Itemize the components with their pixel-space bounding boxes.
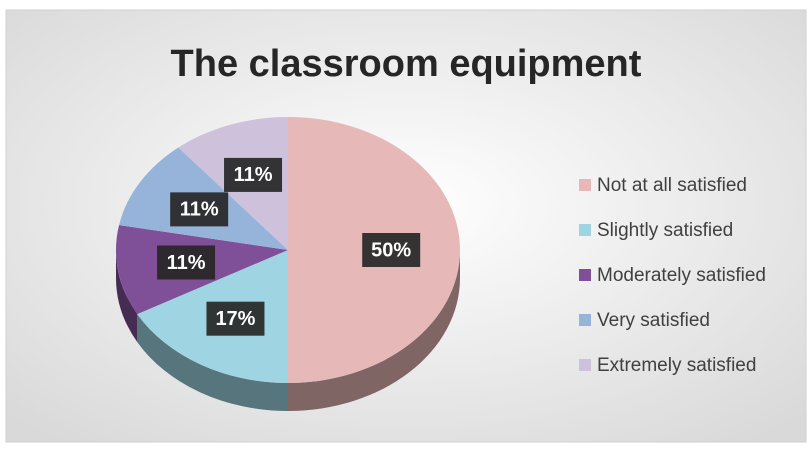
legend-swatch xyxy=(579,269,591,281)
legend-label: Extremely satisfied xyxy=(597,355,756,376)
data-label-box xyxy=(224,157,283,192)
slice-side xyxy=(116,250,138,343)
chart-title: The classroom equipment xyxy=(171,43,642,85)
data-label: 50% xyxy=(371,239,411,261)
legend-swatch xyxy=(579,179,591,191)
legend-label: Not at all satisfied xyxy=(597,175,747,196)
data-label-box xyxy=(157,245,216,280)
legend-swatch xyxy=(579,314,591,326)
legend-label: Very satisfied xyxy=(597,310,710,331)
data-label: 11% xyxy=(167,252,206,274)
legend-swatch xyxy=(579,224,591,236)
slice-side xyxy=(288,250,460,411)
slice-side xyxy=(137,314,288,411)
data-label-box xyxy=(170,192,229,227)
legend-label: Moderately satisfied xyxy=(597,265,766,286)
legend-swatch xyxy=(579,359,591,371)
data-label: 11% xyxy=(180,199,219,221)
data-label: 17% xyxy=(215,308,255,330)
data-label: 11% xyxy=(234,164,273,186)
data-label-box xyxy=(206,301,265,336)
legend-label: Slightly satisfied xyxy=(597,220,733,241)
data-label-box xyxy=(362,233,421,267)
